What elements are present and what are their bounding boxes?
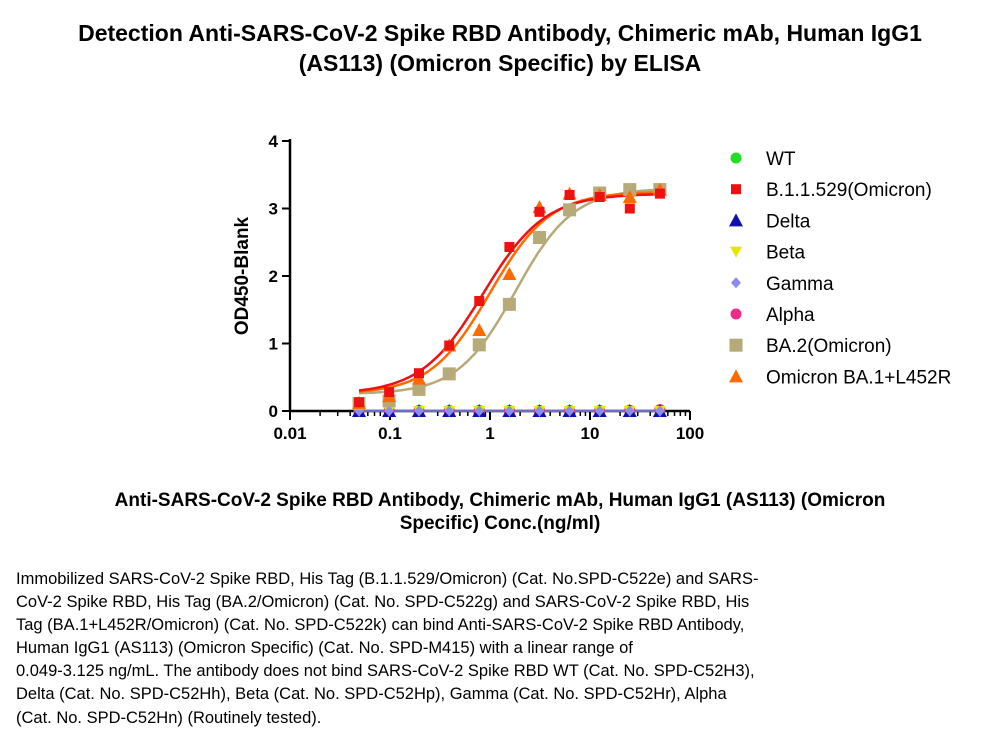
data-point-gamma xyxy=(534,405,545,417)
data-point-b-1-1-529-omicron xyxy=(654,188,665,199)
data-point-gamma xyxy=(384,405,395,417)
data-point-gamma xyxy=(414,405,425,417)
data-point-ba-2-omicron xyxy=(412,382,426,396)
y-tick-label-3: 3 xyxy=(269,200,278,219)
elisa-chart: 0 1 2 3 4 0.01 0.1 1 10 100 OD450-Blank WT B.1.1.529… xyxy=(232,132,951,443)
x-tick-label-10: 10 xyxy=(581,424,600,443)
legend-label-wt: WT xyxy=(766,149,796,170)
data-point-b-1-1-529-omicron xyxy=(354,397,365,408)
y-tick-label-2: 2 xyxy=(269,267,278,286)
data-point-b-1-1-529-omicron xyxy=(384,387,395,398)
legend-label-alpha: Alpha xyxy=(766,305,815,326)
data-point-b-1-1-529-omicron xyxy=(474,295,485,306)
data-point-b-1-1-529-omicron xyxy=(414,368,425,379)
x-tick-label-1: 1 xyxy=(485,424,494,443)
x-tick-label-0.1: 0.1 xyxy=(378,424,402,443)
caption-line-2: CoV-2 Spike RBD, His Tag (BA.2/Omicron) … xyxy=(16,593,750,612)
fit-curve-b-1-1-529-omicron xyxy=(358,193,660,392)
legend-label-omicron-ba-1-l452r: Omicron BA.1+L452R xyxy=(766,367,951,388)
x-axis-label-line-2: Specific) Conc.(ng/ml) xyxy=(399,513,601,534)
data-point-omicron-ba-1-l452r xyxy=(622,190,637,204)
data-point-omicron-ba-1-l452r xyxy=(472,323,487,336)
caption-line-6: Delta (Cat. No. SPD-C52Hh), Beta (Cat. N… xyxy=(16,685,727,704)
fit-curve-omicron-ba-1-l452r xyxy=(358,191,660,393)
legend-marker-gamma xyxy=(731,277,741,289)
legend-marker-alpha xyxy=(730,308,742,320)
caption-line-3: Tag (BA.1+L452R/Omicron) (Cat. No. SPD-C… xyxy=(16,616,745,635)
chart-title: Detection Anti-SARS-CoV-2 Spike RBD Anti… xyxy=(0,18,1000,78)
data-point-ba-2-omicron xyxy=(532,231,546,245)
legend-marker-omicron-ba-1-l452r xyxy=(729,369,743,383)
data-point-b-1-1-529-omicron xyxy=(504,241,515,252)
legend-label-delta: Delta xyxy=(766,211,811,232)
legend-marker-beta xyxy=(730,246,742,258)
data-point-ba-2-omicron xyxy=(442,367,456,381)
data-point-b-1-1-529-omicron xyxy=(534,206,545,217)
legend-label-b-1-1-529-omicron: B.1.1.529(Omicron) xyxy=(766,180,932,201)
data-point-b-1-1-529-omicron xyxy=(444,340,455,351)
caption-line-5: 0.049-3.125 ng/mL. The antibody does not… xyxy=(16,662,755,681)
data-point-ba-2-omicron xyxy=(502,297,516,311)
legend-marker-b-1-1-529-omicron xyxy=(731,184,741,195)
figure-caption: Immobilized SARS-CoV-2 Spike RBD, His Ta… xyxy=(16,568,986,730)
x-axis-label: Anti-SARS-CoV-2 Spike RBD Antibody, Chim… xyxy=(0,489,1000,535)
y-tick-label-0: 0 xyxy=(269,402,278,421)
chart-title-line-2: (AS113) (Omicron Specific) by ELISA xyxy=(298,50,702,76)
x-axis-label-line-1: Anti-SARS-CoV-2 Spike RBD Antibody, Chim… xyxy=(114,490,886,511)
legend-marker-wt xyxy=(730,152,742,164)
caption-line-1: Immobilized SARS-CoV-2 Spike RBD, His Ta… xyxy=(16,570,759,588)
x-tick-label-100: 100 xyxy=(676,424,704,443)
x-tick-label-0.01: 0.01 xyxy=(273,424,306,443)
caption-line-4: Human IgG1 (AS113) (Omicron Specific) (C… xyxy=(16,639,633,658)
data-point-b-1-1-529-omicron xyxy=(594,192,605,203)
data-point-gamma xyxy=(444,405,455,417)
data-point-b-1-1-529-omicron xyxy=(564,190,575,200)
caption-line-7: (Cat. No. SPD-C52Hn) (Routinely tested). xyxy=(16,708,322,727)
data-point-gamma xyxy=(654,405,665,417)
legend-label-beta: Beta xyxy=(766,243,806,264)
legend-marker-delta xyxy=(729,213,743,227)
legend-marker-ba-2-omicron xyxy=(729,338,743,352)
legend-label-gamma: Gamma xyxy=(766,274,834,295)
data-point-gamma xyxy=(624,405,635,417)
data-point-gamma xyxy=(504,405,515,417)
data-point-ba-2-omicron xyxy=(563,203,577,217)
data-point-ba-2-omicron xyxy=(623,183,637,197)
data-point-gamma xyxy=(594,405,605,417)
legend-label-ba-2-omicron: BA.2(Omicron) xyxy=(766,336,892,357)
data-point-gamma xyxy=(474,405,485,417)
y-tick-label-4: 4 xyxy=(269,132,279,151)
data-point-gamma xyxy=(564,405,575,417)
chart-title-line-1: Detection Anti-SARS-CoV-2 Spike RBD Anti… xyxy=(78,20,922,46)
data-point-b-1-1-529-omicron xyxy=(624,203,635,214)
y-axis-label: OD450-Blank xyxy=(232,216,253,335)
data-point-ba-2-omicron xyxy=(472,338,486,352)
data-point-omicron-ba-1-l452r xyxy=(502,266,517,280)
y-tick-label-1: 1 xyxy=(269,335,278,354)
fit-curve-ba-2-omicron xyxy=(358,188,660,395)
